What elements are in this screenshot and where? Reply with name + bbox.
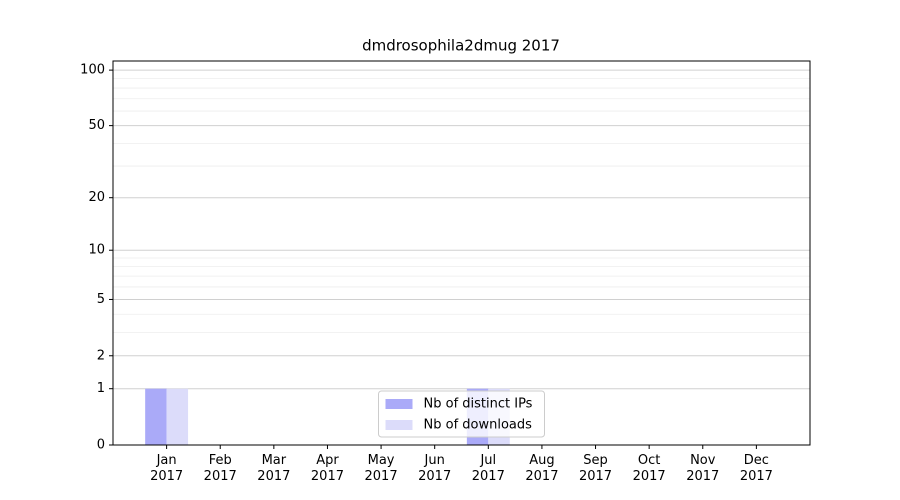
y-tick-label: 2	[97, 348, 105, 363]
y-tick-label: 1	[97, 381, 105, 396]
x-tick-label: Jun 2017	[418, 453, 452, 484]
legend-box	[378, 390, 545, 438]
legend-label: Nb of distinct IPs	[424, 397, 533, 412]
bar	[145, 388, 167, 445]
chart-title: dmdrosophila2dmug 2017	[362, 37, 560, 55]
legend-label: Nb of downloads	[424, 418, 533, 433]
x-tick-label: Dec 2017	[739, 453, 773, 484]
y-tick-label: 50	[88, 118, 105, 133]
y-tick-label: 10	[88, 243, 105, 258]
x-tick-label: May 2017	[364, 453, 398, 484]
legend: Nb of distinct IPs Nb of downloads	[378, 390, 545, 438]
bar	[166, 388, 189, 445]
x-tick-label: Mar 2017	[257, 453, 291, 484]
x-tick-label: Aug 2017	[525, 453, 559, 484]
x-tick-label: Jan 2017	[150, 453, 184, 484]
legend-swatch	[385, 399, 413, 409]
x-tick-label: Nov 2017	[686, 453, 720, 484]
y-tick-label: 5	[97, 292, 105, 307]
y-tick-label: 100	[80, 63, 105, 78]
legend-swatch	[385, 420, 413, 430]
x-tick-label: Oct 2017	[632, 453, 666, 484]
x-tick-label: Feb 2017	[203, 453, 237, 484]
y-tick-label: 20	[88, 190, 105, 205]
x-tick-label: Sep 2017	[578, 453, 613, 484]
y-tick-label: 0	[97, 438, 105, 453]
x-tick-label: Apr 2017	[310, 453, 344, 484]
x-tick-label: Jul 2017	[471, 453, 505, 484]
plot-frame	[112, 60, 811, 446]
